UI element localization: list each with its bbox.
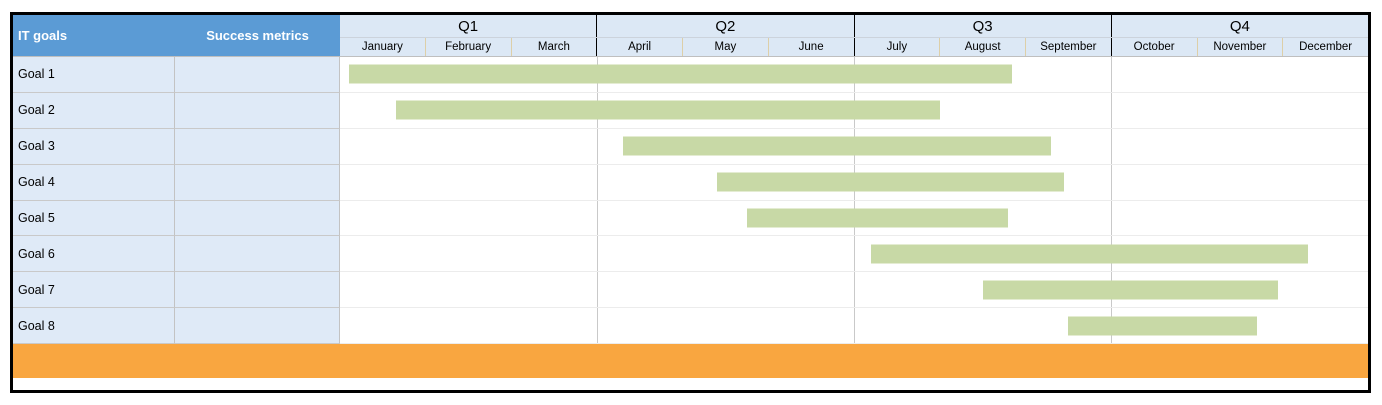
quarter-gridline (1111, 164, 1112, 200)
goal-label-cell[interactable]: Goal 5 (13, 200, 175, 237)
gantt-bar[interactable] (1068, 316, 1257, 336)
quarter-gridline (597, 236, 598, 272)
timeline-cell (340, 92, 1368, 129)
month-header-november: November (1198, 38, 1284, 56)
quarter-gridline (854, 236, 855, 272)
success-metrics-column-header: Success metrics (206, 28, 309, 43)
goal-row: Goal 6 (13, 236, 1368, 273)
goal-row: Goal 2 (13, 92, 1368, 129)
quarter-header-q4: Q4 (1229, 17, 1250, 35)
footer-highlight-row (13, 344, 1368, 378)
quarter-gridline (854, 272, 855, 308)
month-header-april: April (597, 38, 683, 56)
goal-row: Goal 3 (13, 128, 1368, 165)
quarters-row: Q1 Q2 Q3 Q4 (340, 15, 1368, 37)
goal-label-cell[interactable]: Goal 6 (13, 236, 175, 273)
goal-rows: Goal 1 Goal 2 Goal 3 Goal 4 Goal 5 Goal 6 Goal… (13, 56, 1368, 344)
month-header-september: September (1026, 38, 1112, 56)
it-goals-column-header: IT goals (18, 28, 68, 43)
month-header-december: December (1299, 41, 1353, 53)
goal-row: Goal 4 (13, 164, 1368, 201)
quarter-gridline (597, 164, 598, 200)
goal-label-cell[interactable]: Goal 2 (13, 92, 175, 129)
gantt-bar[interactable] (982, 280, 1279, 300)
quarter-gridline (854, 308, 855, 343)
gantt-bar[interactable] (622, 136, 1052, 156)
header-corner: IT goals Success metrics (13, 15, 340, 56)
quarter-gridline (1111, 200, 1112, 236)
success-metrics-cell[interactable] (175, 164, 340, 201)
goal-label-cell[interactable]: Goal 1 (13, 57, 175, 93)
quarter-header-q3: Q3 (855, 15, 1112, 37)
timeline-header: Q1 Q2 Q3 Q4 January February March April May Jun… (340, 15, 1368, 56)
gantt-bar[interactable] (746, 208, 1009, 228)
success-metrics-cell[interactable] (175, 236, 340, 273)
timeline-cell (340, 128, 1368, 165)
table-header: IT goals Success metrics Q1 Q2 Q3 Q4 Januar… (13, 15, 1368, 56)
timeline-cell (340, 236, 1368, 273)
month-header-july: July (855, 38, 941, 56)
success-metrics-cell[interactable] (175, 128, 340, 165)
gantt-bar[interactable] (348, 64, 1013, 84)
timeline-cell (340, 308, 1368, 344)
month-header-february: February (426, 38, 512, 56)
goal-row: Goal 1 (13, 57, 1368, 93)
month-header-january: January (340, 38, 426, 56)
goal-row: Goal 7 (13, 272, 1368, 309)
month-header-march: March (512, 38, 598, 56)
timeline-cell (340, 200, 1368, 237)
gantt-bar[interactable] (716, 172, 1064, 192)
month-header-june: June (769, 38, 855, 56)
success-metrics-cell[interactable] (175, 272, 340, 309)
quarter-gridline (597, 200, 598, 236)
gantt-bar[interactable] (871, 244, 1309, 264)
month-header-may: May (683, 38, 769, 56)
month-header-august: August (940, 38, 1026, 56)
it-goals-gantt-table: IT goals Success metrics Q1 Q2 Q3 Q4 Januar… (10, 12, 1371, 393)
quarter-gridline (597, 308, 598, 343)
goal-label-cell[interactable]: Goal 7 (13, 272, 175, 309)
timeline-cell (340, 164, 1368, 201)
footer-spacer (13, 378, 1368, 390)
quarter-gridline (1111, 92, 1112, 128)
gantt-bar[interactable] (395, 100, 940, 120)
quarter-gridline (597, 272, 598, 308)
success-metrics-cell[interactable] (175, 200, 340, 237)
quarter-header-q1: Q1 (340, 15, 598, 37)
goal-row: Goal 8 (13, 308, 1368, 344)
timeline-cell (340, 272, 1368, 309)
months-row: January February March April May June July Augu… (340, 37, 1368, 56)
success-metrics-cell[interactable] (175, 308, 340, 344)
quarter-gridline (1111, 57, 1112, 92)
goal-label-cell[interactable]: Goal 3 (13, 128, 175, 165)
success-metrics-cell[interactable] (175, 92, 340, 129)
goal-label-cell[interactable]: Goal 4 (13, 164, 175, 201)
goal-row: Goal 5 (13, 200, 1368, 237)
quarter-header-q2: Q2 (597, 15, 855, 37)
month-header-october: October (1112, 38, 1198, 56)
quarter-gridline (597, 128, 598, 164)
quarter-gridline (1111, 128, 1112, 164)
timeline-cell (340, 57, 1368, 93)
success-metrics-cell[interactable] (175, 57, 340, 93)
goal-label-cell[interactable]: Goal 8 (13, 308, 175, 344)
